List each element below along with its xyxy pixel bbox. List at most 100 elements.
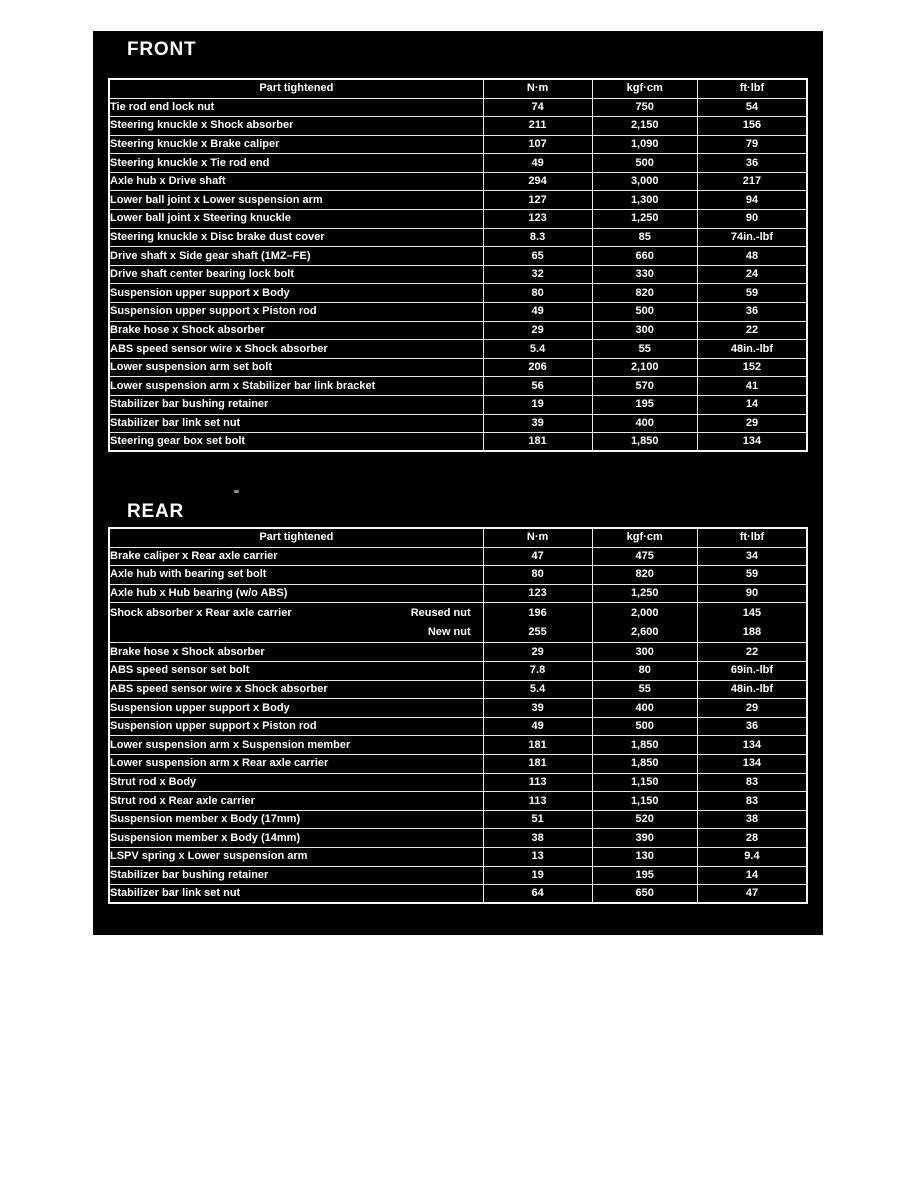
table-row: Drive shaft x Side gear shaft (1MZ–FE) 65… — [108, 246, 808, 266]
value-cell: 500 — [591, 153, 698, 173]
table-row: Stabilizer bar bushing retainer 19 195 14 — [108, 395, 808, 415]
part-cell: Strut rod x Body — [108, 772, 484, 793]
value-cell: 22 — [696, 642, 808, 663]
value-cell: 74 — [482, 97, 593, 118]
value-cell: 145 188 — [696, 602, 808, 644]
table-row: Steering knuckle x Tie rod end 49 500 36 — [108, 153, 808, 173]
value-cell: 750 — [591, 97, 698, 118]
value-line: 145 — [742, 606, 762, 619]
rear-torque-table: Part tightened N·m kgf·cm ft·lbf Brake calip… — [108, 527, 808, 905]
table-row: Suspension member x Body (14mm) 38 390 28 — [108, 828, 808, 848]
column-header-unit: kgf·cm — [591, 78, 698, 99]
column-header-unit: ft·lbf — [696, 527, 808, 548]
table-row: Stabilizer bar link set nut 64 650 47 — [108, 884, 808, 904]
part-cell: Steering knuckle x Shock absorber — [108, 116, 484, 136]
table-row: Suspension upper support x Body 80 820 59 — [108, 283, 808, 304]
part-cell: Shock absorber x Rear axle carrier Reused… — [108, 602, 484, 644]
table-row: Brake hose x Shock absorber 29 300 22 — [108, 320, 808, 341]
value-cell: 7.8 — [482, 661, 593, 681]
value-cell: 34 — [696, 546, 808, 567]
value-cell: 400 — [591, 698, 698, 718]
value-cell: 156 — [696, 116, 808, 136]
value-cell: 80 — [591, 661, 698, 681]
part-cell: Stabilizer bar bushing retainer — [108, 395, 484, 415]
table-row: Lower suspension arm set bolt 206 2,100 152 — [108, 357, 808, 378]
value-cell: 29 — [696, 698, 808, 718]
value-cell: 28 — [696, 828, 808, 848]
value-cell: 134 — [696, 432, 808, 452]
value-cell: 400 — [591, 413, 698, 434]
part-cell: Strut rod x Rear axle carrier — [108, 791, 484, 811]
part-cell: Lower suspension arm x Rear axle carrier — [108, 754, 484, 774]
value-cell: 29 — [482, 320, 593, 341]
part-cell: Drive shaft center bearing lock bolt — [108, 264, 484, 285]
value-cell: 1,850 — [591, 432, 698, 452]
value-cell: 80 — [482, 283, 593, 304]
value-cell: 56 — [482, 376, 593, 396]
part-cell: Stabilizer bar bushing retainer — [108, 865, 484, 886]
value-cell: 55 — [591, 339, 698, 359]
table-row: Shock absorber x Rear axle carrier Reused… — [108, 602, 808, 644]
value-cell: 38 — [482, 828, 593, 848]
value-cell: 49 — [482, 302, 593, 322]
value-cell: 1,090 — [591, 134, 698, 155]
value-cell: 83 — [696, 791, 808, 811]
value-cell: 181 — [482, 735, 593, 756]
table-row: Lower ball joint x Lower suspension arm 1… — [108, 190, 808, 211]
scan-artifact — [234, 490, 239, 493]
value-cell: 79 — [696, 134, 808, 155]
value-cell: 475 — [591, 546, 698, 567]
value-cell: 520 — [591, 809, 698, 830]
torque-spec-panel: FRONT Part tightened N·m kgf·cm ft·lbf Tie r… — [93, 31, 823, 935]
value-cell: 2,150 — [591, 116, 698, 136]
part-cell: ABS speed sensor set bolt — [108, 661, 484, 681]
part-cell: Lower ball joint x Lower suspension arm — [108, 190, 484, 211]
table-row: Brake hose x Shock absorber 29 300 22 — [108, 642, 808, 663]
value-cell: 206 — [482, 357, 593, 378]
table-row: Axle hub x Hub bearing (w/o ABS) 123 1,250… — [108, 583, 808, 604]
value-cell: 14 — [696, 395, 808, 415]
value-cell: 90 — [696, 209, 808, 229]
column-header-part: Part tightened — [108, 527, 484, 548]
value-cell: 47 — [482, 546, 593, 567]
table-row: Lower suspension arm x Suspension member… — [108, 735, 808, 756]
part-name: Shock absorber x Rear axle carrier — [110, 606, 292, 619]
value-cell: 48in.-lbf — [696, 339, 808, 359]
part-cell: Brake hose x Shock absorber — [108, 642, 484, 663]
value-cell: 41 — [696, 376, 808, 396]
value-cell: 195 — [591, 395, 698, 415]
value-cell: 48 — [696, 246, 808, 266]
part-cell: Brake hose x Shock absorber — [108, 320, 484, 341]
variant-label: Reused nut — [410, 606, 471, 619]
part-cell: Stabilizer bar link set nut — [108, 413, 484, 434]
value-cell: 22 — [696, 320, 808, 341]
part-cell: Axle hub x Hub bearing (w/o ABS) — [108, 583, 484, 604]
value-cell: 85 — [591, 227, 698, 248]
part-cell: Suspension member x Body (17mm) — [108, 809, 484, 830]
column-header-unit: N·m — [482, 527, 593, 548]
table-row: Brake caliper x Rear axle carrier 47 475 34 — [108, 546, 808, 567]
part-cell: LSPV spring x Lower suspension arm — [108, 847, 484, 867]
value-cell: 1,250 — [591, 583, 698, 604]
table-row: Tie rod end lock nut 74 750 54 — [108, 97, 808, 118]
value-cell: 9.4 — [696, 847, 808, 867]
part-cell: Suspension upper support x Body — [108, 283, 484, 304]
value-cell: 650 — [591, 884, 698, 904]
value-cell: 54 — [696, 97, 808, 118]
table-row: Suspension member x Body (17mm) 51 520 38 — [108, 809, 808, 830]
part-cell: Lower suspension arm x Suspension member — [108, 735, 484, 756]
column-header-unit: ft·lbf — [696, 78, 808, 99]
value-cell: 47 — [696, 884, 808, 904]
part-cell: Tie rod end lock nut — [108, 97, 484, 118]
value-cell: 134 — [696, 754, 808, 774]
value-line: 188 — [742, 626, 762, 639]
table-row: Steering knuckle x Disc brake dust cover… — [108, 227, 808, 248]
part-cell: Lower suspension arm set bolt — [108, 357, 484, 378]
value-cell: 32 — [482, 264, 593, 285]
table-row: Axle hub with bearing set bolt 80 820 59 — [108, 565, 808, 585]
value-cell: 196 255 — [482, 602, 593, 644]
value-cell: 130 — [591, 847, 698, 867]
value-cell: 39 — [482, 698, 593, 718]
value-cell: 24 — [696, 264, 808, 285]
table-row: Strut rod x Body 113 1,150 83 — [108, 772, 808, 793]
